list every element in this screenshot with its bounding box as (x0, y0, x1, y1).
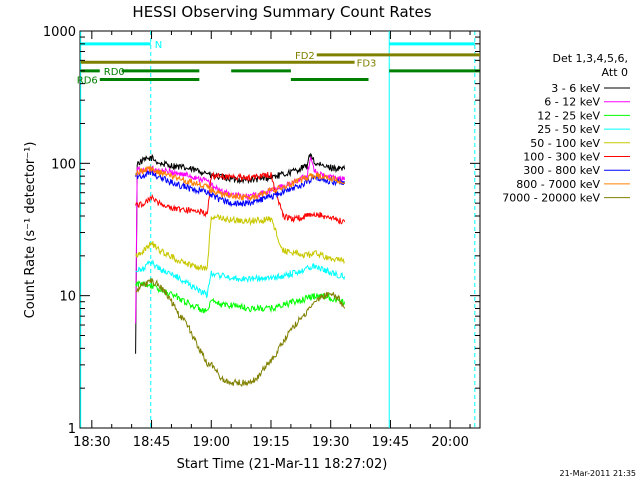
y-tick-label-3: 1000 (43, 25, 76, 40)
x-tick-label-3: 19:15 (252, 435, 289, 450)
flag-bar-label-rd6: RD6 (77, 76, 98, 87)
x-axis-label: Start Time (21-Mar-11 18:27:02) (177, 457, 388, 472)
x-tick-label-0: 18:30 (73, 435, 110, 450)
legend-label-6: 300 - 800 keV (523, 164, 600, 177)
series-line-0 (135, 152, 346, 354)
chart-title: HESSI Observing Summary Count Rates (132, 3, 431, 21)
y-axis-label: Count Rate (s⁻¹ detector⁻¹) (23, 142, 38, 319)
legend-label-3: 25 - 50 keV (537, 123, 600, 136)
y-tick-label-0: 1 (68, 422, 76, 437)
flag-bar-label-fd2: FD2 (295, 51, 315, 62)
legend-label-5: 100 - 300 keV (523, 151, 600, 164)
series-line-4 (135, 213, 346, 272)
series-line-5 (135, 171, 346, 225)
x-tick-label-1: 18:45 (133, 435, 170, 450)
legend-label-0: 3 - 6 keV (551, 82, 600, 95)
x-tick-label-5: 19:45 (372, 435, 409, 450)
flag-bar-label-rd0: RD0 (104, 67, 125, 78)
legend-label-1: 6 - 12 keV (544, 96, 600, 109)
axes-frame (79, 30, 481, 429)
x-tick-label-4: 19:30 (312, 435, 349, 450)
series-line-7 (135, 165, 346, 202)
flag-bar-label-n: N (155, 40, 162, 51)
legend-label-2: 12 - 25 keV (537, 109, 600, 122)
series-line-3 (135, 259, 346, 298)
series-line-8 (135, 277, 346, 388)
y-tick-label-2: 100 (51, 157, 76, 172)
legend-label-7: 800 - 7000 keV (516, 178, 600, 191)
plot-timestamp: 21-Mar-2011 21:35 (560, 469, 637, 478)
series-line-6 (135, 168, 346, 208)
legend-label-8: 7000 - 20000 keV (502, 192, 600, 205)
plot-area: N FD2 FD3 RD0 RD6 18:30 18:45 19:00 19:15 19:30 19… (43, 25, 481, 450)
legend-header-line-2: Att 0 (602, 66, 628, 79)
flag-bar-label-fd3: FD3 (357, 58, 377, 69)
legend-label-4: 50 - 100 keV (530, 137, 600, 150)
x-tick-label-2: 19:00 (193, 435, 230, 450)
y-tick-label-1: 10 (59, 290, 76, 305)
series-line-2 (135, 280, 346, 314)
x-tick-label-6: 20:00 (431, 435, 468, 450)
legend-header-line-1: Det 1,3,4,5,6, (552, 52, 628, 65)
